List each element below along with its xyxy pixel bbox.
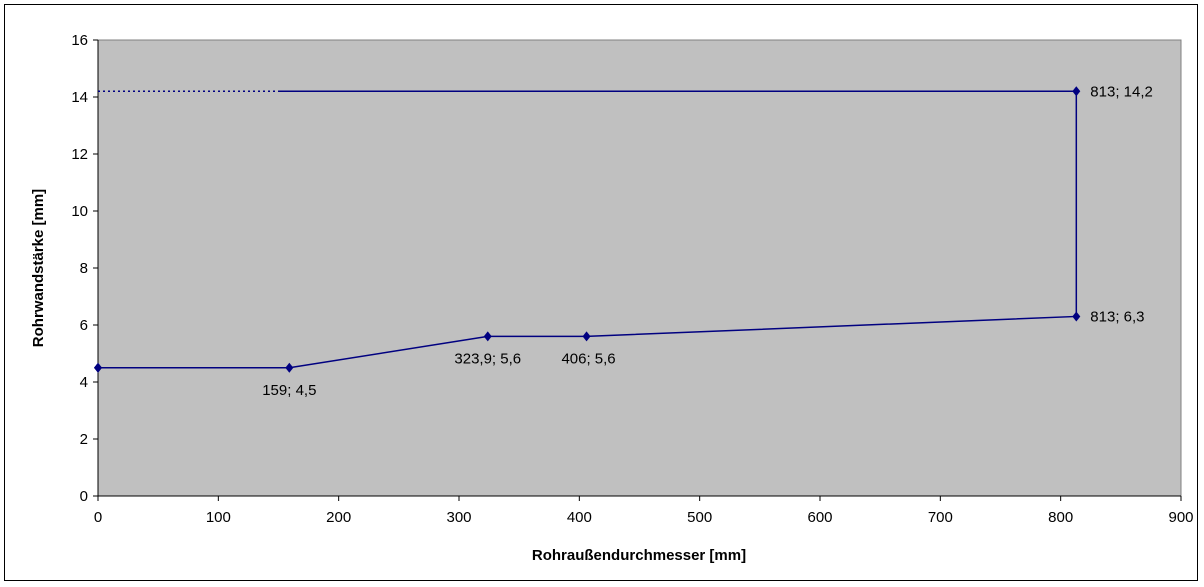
x-tick-label: 100 [206, 509, 231, 526]
plot-area [97, 39, 1182, 497]
x-tick-label: 0 [94, 509, 102, 526]
data-point-marker [94, 362, 102, 373]
y-tick-label: 6 [80, 317, 88, 334]
series-line [98, 91, 1078, 369]
x-tick-label: 500 [687, 509, 712, 526]
data-label: 813; 6,3 [1090, 308, 1144, 325]
series-markers [94, 86, 1081, 373]
y-tick-label: 16 [71, 32, 88, 49]
axes: 0 100 200 300 400 500 600 700 800 900 0 2 4 6 8 10 12 14 1… [71, 32, 1193, 526]
y-tick-label: 2 [80, 431, 88, 448]
data-point-marker [1072, 311, 1081, 322]
y-tick-label: 4 [80, 374, 88, 391]
x-axis-title: Rohraußendurchmesser [mm] [532, 547, 746, 564]
x-tick-label: 900 [1168, 509, 1193, 526]
x-tick-label: 400 [567, 509, 592, 526]
data-point-marker [285, 362, 294, 373]
y-tick-label: 0 [80, 488, 88, 505]
y-tick-label: 14 [71, 89, 88, 106]
x-tick-label: 300 [446, 509, 471, 526]
y-axis-title: Rohrwandstärke [mm] [30, 189, 47, 347]
data-point-marker [1072, 86, 1081, 97]
x-tick-label: 700 [928, 509, 953, 526]
data-label: 323,9; 5,6 [454, 350, 521, 367]
data-point-marker [582, 331, 591, 342]
data-point-marker [483, 331, 492, 342]
data-label: 406; 5,6 [561, 350, 615, 367]
x-tick-label: 800 [1048, 509, 1073, 526]
y-tick-label: 10 [71, 203, 88, 220]
x-tick-label: 600 [807, 509, 832, 526]
series-lines [98, 90, 1078, 369]
data-label: 159; 4,5 [262, 382, 316, 399]
data-labels: 159; 4,5 323,9; 5,6 406; 5,6 813; 6,3 813; 1… [262, 83, 1153, 398]
y-tick-label: 8 [80, 260, 88, 277]
x-tick-label: 200 [326, 509, 351, 526]
data-label: 813; 14,2 [1090, 83, 1153, 100]
y-tick-label: 12 [71, 146, 88, 163]
